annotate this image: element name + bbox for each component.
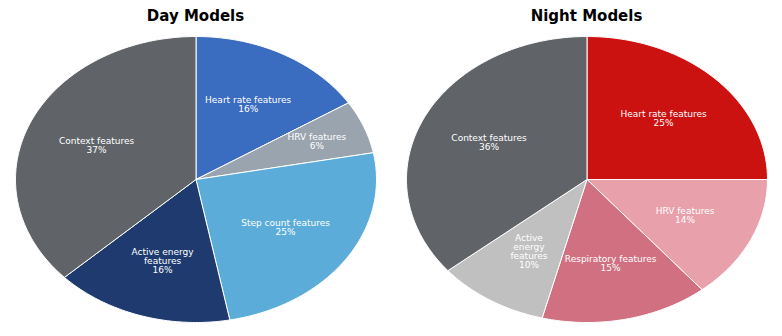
svg-text:HRV features14%: HRV features14% [656, 206, 715, 225]
svg-text:Activeenergyfeatures10%: Activeenergyfeatures10% [510, 233, 547, 270]
svg-text:Heart rate features25%: Heart rate features25% [620, 109, 707, 128]
html-text:Day Models: Day Models [146, 7, 245, 25]
svg-text:Context features36%: Context features36% [451, 133, 527, 152]
svg-text:Active energyfeatures16%: Active energyfeatures16% [132, 247, 195, 275]
svg-text:Respiratory features15%: Respiratory features15% [565, 254, 657, 273]
svg-text:Context features37%: Context features37% [59, 136, 135, 155]
html-text:Night Models: Night Models [530, 7, 643, 25]
svg-text:HRV features6%: HRV features6% [287, 132, 346, 151]
svg-text:Step count features25%: Step count features25% [241, 218, 330, 237]
svg-text:Heart rate features16%: Heart rate features16% [205, 95, 292, 114]
